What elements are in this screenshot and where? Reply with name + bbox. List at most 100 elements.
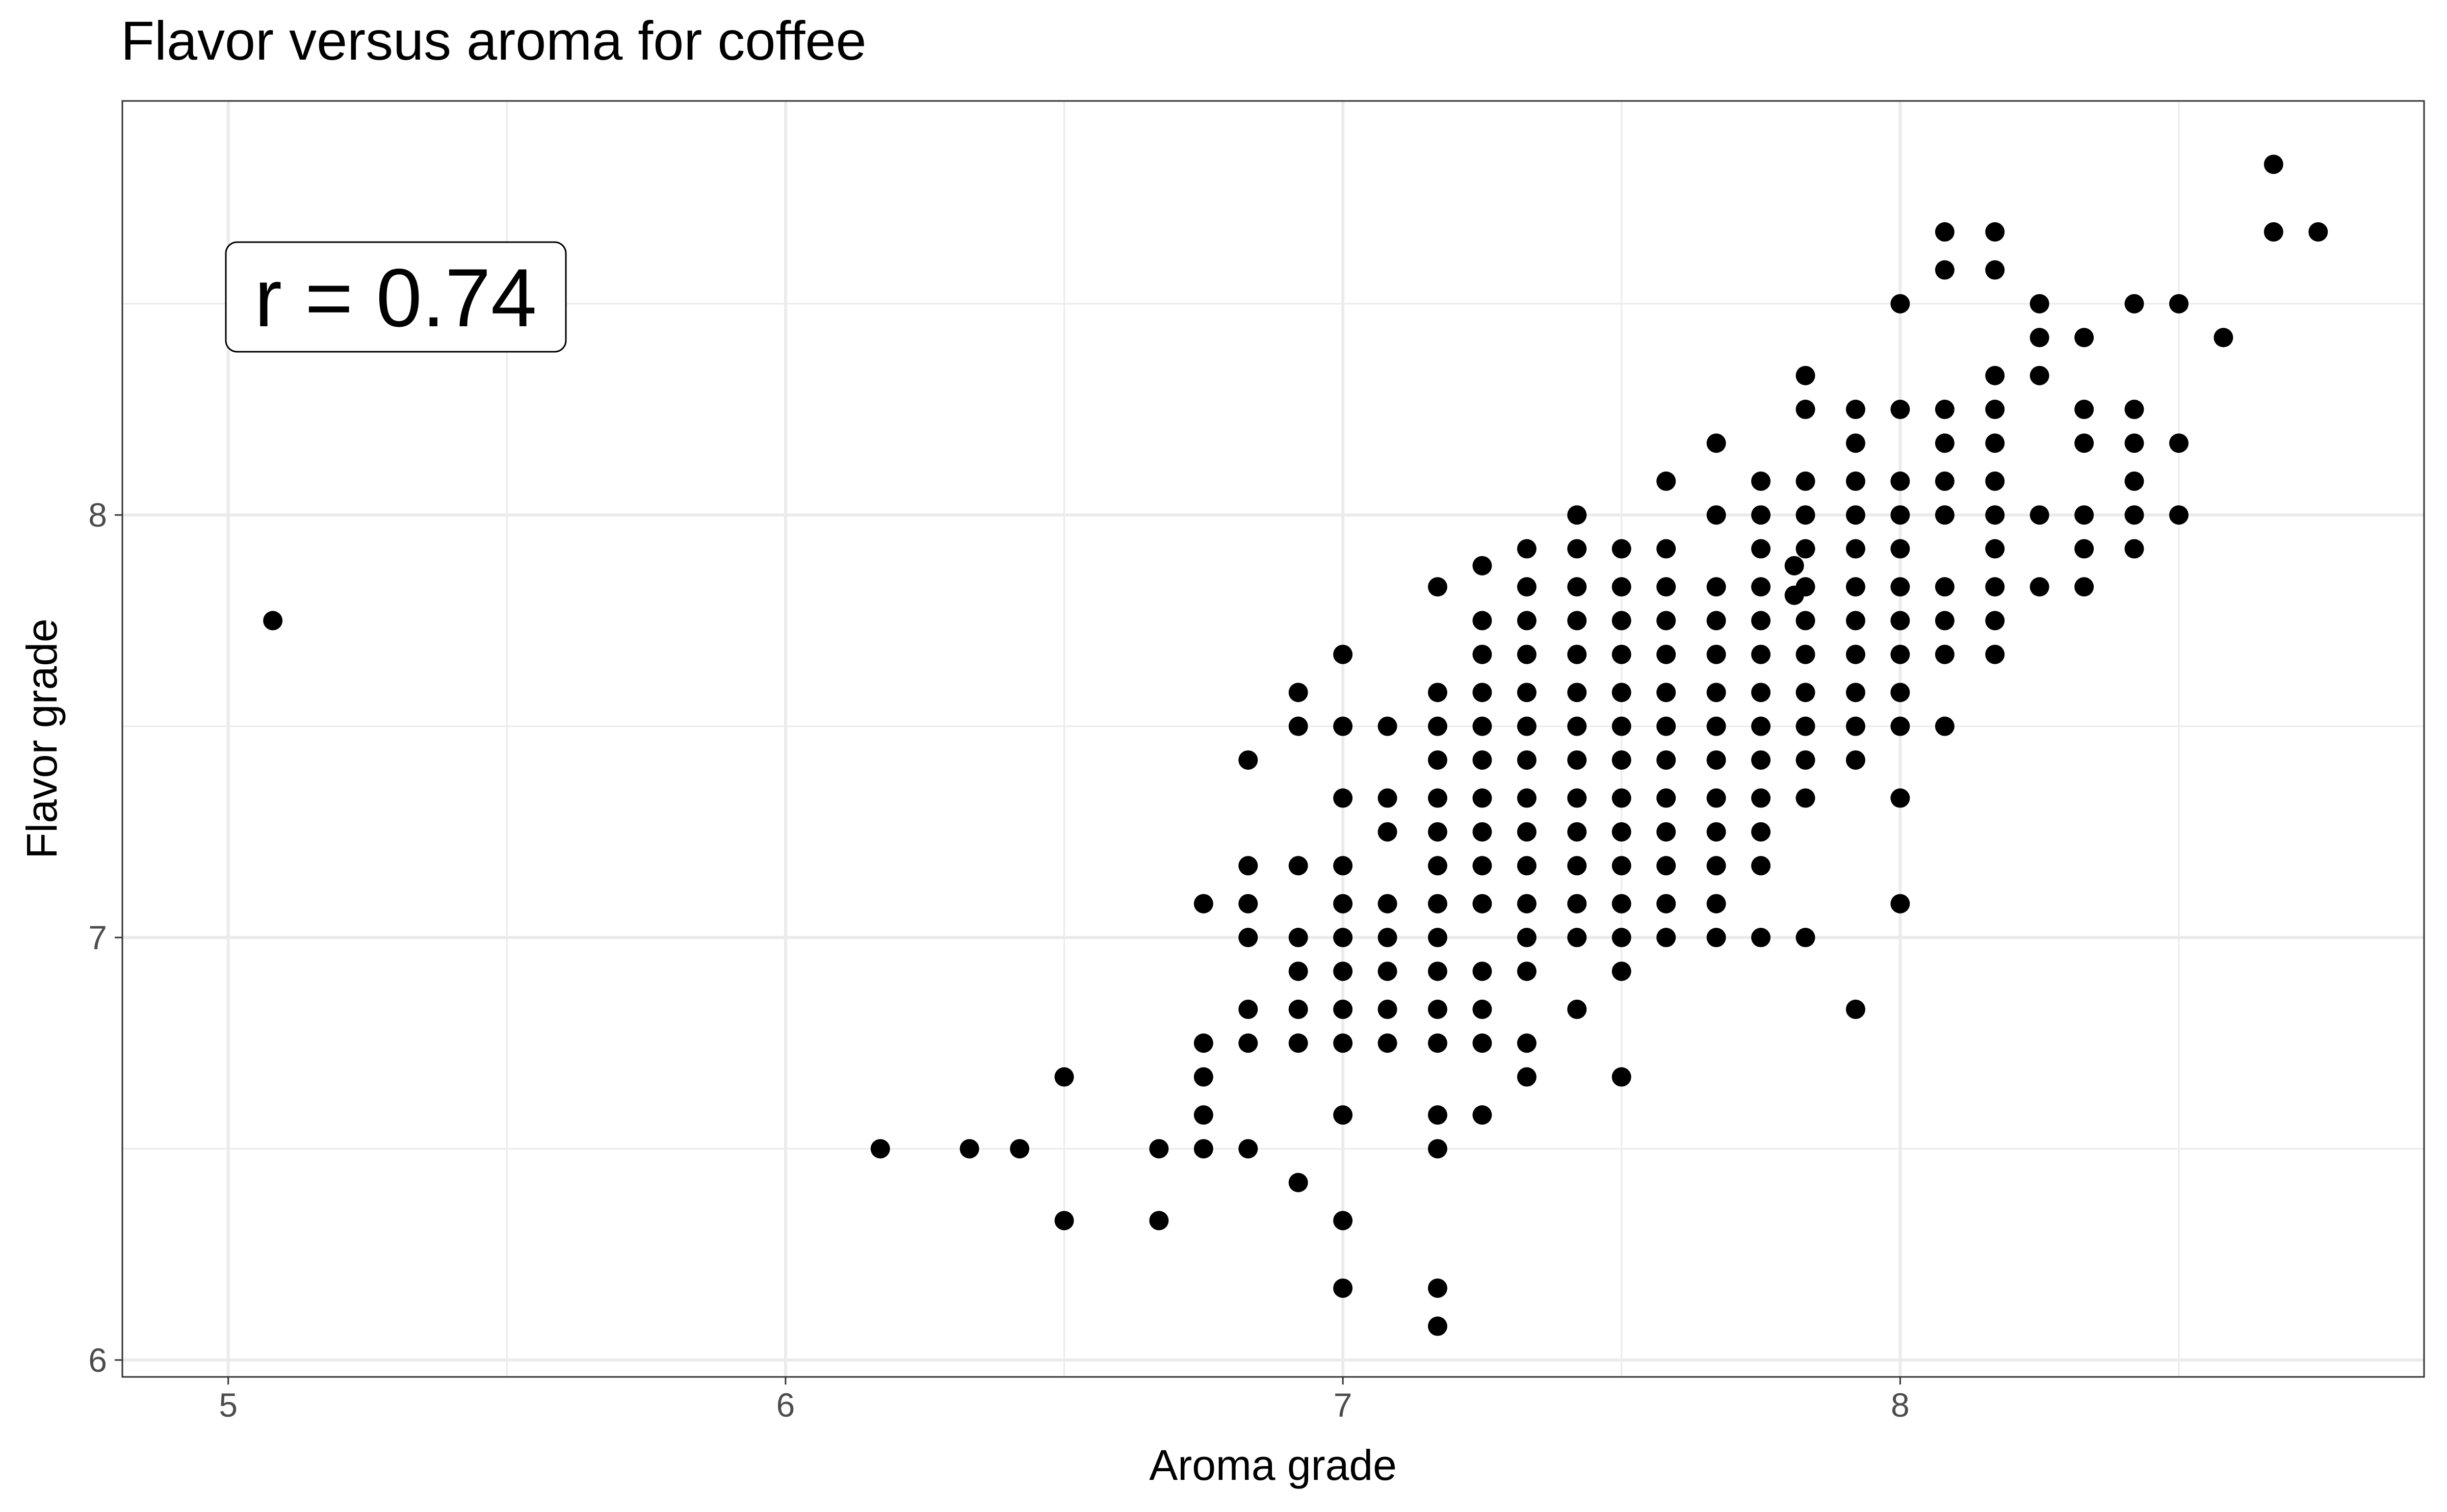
data-point [1428,1316,1447,1336]
data-point [1333,928,1353,948]
data-point [870,1139,890,1159]
data-point [1611,683,1631,702]
data-point [2074,505,2094,525]
data-point [1567,788,1587,808]
data-point [1656,894,1676,914]
data-point [1193,1033,1213,1053]
data-point [1795,788,1815,808]
data-point [1428,577,1447,597]
data-point [1517,961,1537,981]
data-point [1611,856,1631,876]
data-point [1472,716,1492,736]
annotation-box [225,241,567,353]
data-point [1890,716,1910,736]
data-point [1845,999,1865,1019]
x-tick-label: 6 [776,1386,795,1424]
data-point [1428,683,1447,702]
data-point [1288,928,1308,948]
data-point [1333,716,1353,736]
data-point [1333,961,1353,981]
y-axis-title: Flavor grade [18,618,66,859]
data-point [1611,928,1631,948]
data-point [1611,961,1631,981]
data-point [1567,999,1587,1019]
data-point [1935,716,1955,736]
chart-title: Flavor versus aroma for coffee [121,10,867,71]
data-point [1985,400,2005,420]
data-point [1935,433,1955,453]
data-point [1611,611,1631,631]
data-point [1333,644,1353,664]
data-point [1238,1139,1258,1159]
data-point [1517,577,1537,597]
data-point [1517,894,1537,914]
data-point [1611,788,1631,808]
data-point [1656,928,1676,948]
data-point [1288,683,1308,702]
data-point [1985,366,2005,385]
data-point [1288,1172,1308,1192]
data-point [1751,471,1771,491]
data-point [1333,999,1353,1019]
data-point [2169,433,2189,453]
data-point [2263,222,2283,242]
data-point [1567,750,1587,770]
data-point [1795,716,1815,736]
data-point [1845,716,1865,736]
data-point [1706,716,1726,736]
data-point [2124,505,2144,525]
data-point [1890,400,1910,420]
data-point [1611,894,1631,914]
data-point [1751,611,1771,631]
data-point [1656,539,1676,559]
data-point [1333,788,1353,808]
data-point [1428,928,1447,948]
data-point [2074,539,2094,559]
data-point [1935,577,1955,597]
data-point [1517,788,1537,808]
data-point [1795,750,1815,770]
data-point [2124,294,2144,314]
data-point [1656,611,1676,631]
data-point [1428,788,1447,808]
data-point [1517,611,1537,631]
data-point [1784,556,1804,576]
data-point [1890,894,1910,914]
correlation-annotation: r = 0.74 [225,241,567,353]
data-point [1567,577,1587,597]
data-point [1795,471,1815,491]
data-point [1567,539,1587,559]
data-point [1193,894,1213,914]
data-point [1751,539,1771,559]
data-point [1935,400,1955,420]
data-point [2029,577,2049,597]
data-point [1656,644,1676,664]
data-point [1985,539,2005,559]
data-point [1890,683,1910,702]
data-point [1751,856,1771,876]
data-point [1472,611,1492,631]
data-point [1377,716,1397,736]
data-point [1288,1033,1308,1053]
data-point [263,611,283,631]
data-point [1288,716,1308,736]
data-point [1935,644,1955,664]
data-points [263,154,2328,1336]
data-point [1472,961,1492,981]
data-point [1238,999,1258,1019]
data-point [1428,750,1447,770]
data-point [1611,716,1631,736]
data-point [1845,505,1865,525]
data-point [1845,471,1865,491]
data-point [1377,1033,1397,1053]
data-point [1193,1139,1213,1159]
data-point [1985,222,2005,242]
data-point [1985,471,2005,491]
data-point [1054,1067,1074,1087]
data-point [1428,1033,1447,1053]
data-point [1333,1105,1353,1125]
x-tick-label: 7 [1334,1386,1352,1424]
data-point [1428,1105,1447,1125]
data-point [1795,539,1815,559]
